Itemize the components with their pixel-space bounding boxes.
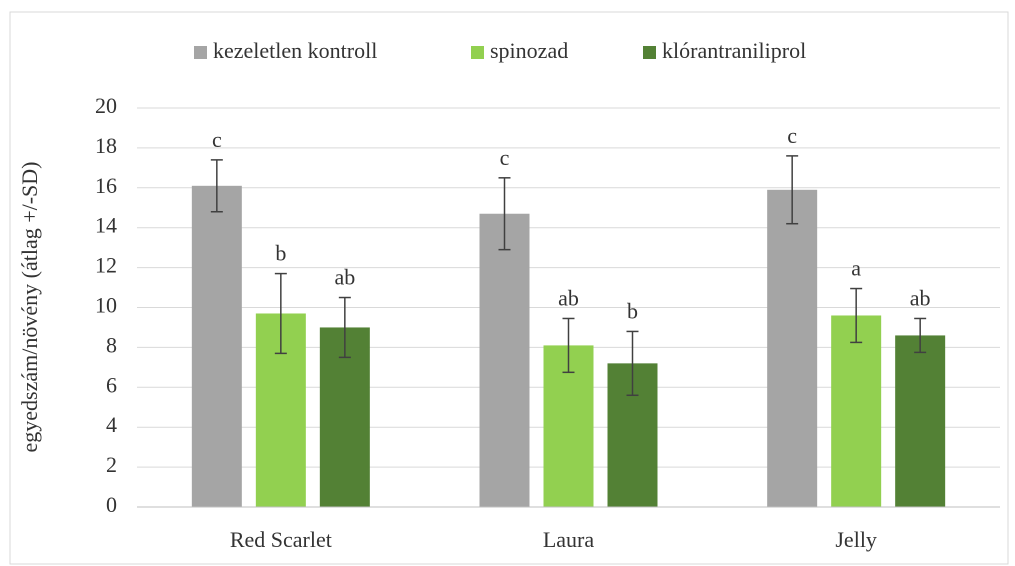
y-tick-label: 0: [106, 492, 117, 517]
bar: [191, 185, 242, 507]
significance-letter: c: [212, 127, 222, 152]
legend-swatch: [471, 46, 484, 59]
y-tick-label: 12: [95, 253, 117, 278]
y-tick-label: 6: [106, 372, 117, 397]
legend-label: spinozad: [490, 38, 568, 63]
bar: [895, 335, 946, 507]
significance-letter: b: [275, 241, 286, 266]
y-tick-label: 4: [106, 412, 117, 437]
y-tick-label: 16: [95, 173, 117, 198]
y-axis-label: egyedszám/növény (átlag +/-SD): [17, 162, 42, 453]
significance-letter: c: [787, 123, 797, 148]
significance-letter: a: [851, 256, 861, 281]
y-tick-label: 10: [95, 293, 117, 318]
legend-label: kezeletlen kontroll: [213, 38, 377, 63]
significance-letter: ab: [910, 286, 931, 311]
y-tick-label: 8: [106, 332, 117, 357]
x-tick-label: Jelly: [835, 527, 877, 552]
legend-swatch: [194, 46, 207, 59]
bar: [831, 315, 882, 507]
legend-swatch: [643, 46, 656, 59]
bar: [767, 189, 818, 508]
y-tick-label: 18: [95, 133, 117, 158]
significance-letter: b: [627, 298, 638, 323]
significance-letter: c: [500, 145, 510, 170]
x-tick-label: Laura: [543, 527, 595, 552]
y-tick-label: 20: [95, 93, 117, 118]
legend-label: klórantraniliprol: [662, 38, 806, 63]
x-tick-label: Red Scarlet: [230, 527, 332, 552]
y-tick-label: 14: [95, 213, 117, 238]
significance-letter: ab: [558, 286, 579, 311]
bar: [479, 213, 530, 508]
chart-border: [9, 11, 1009, 565]
y-tick-label: 2: [106, 452, 117, 477]
significance-letter: ab: [334, 265, 355, 290]
